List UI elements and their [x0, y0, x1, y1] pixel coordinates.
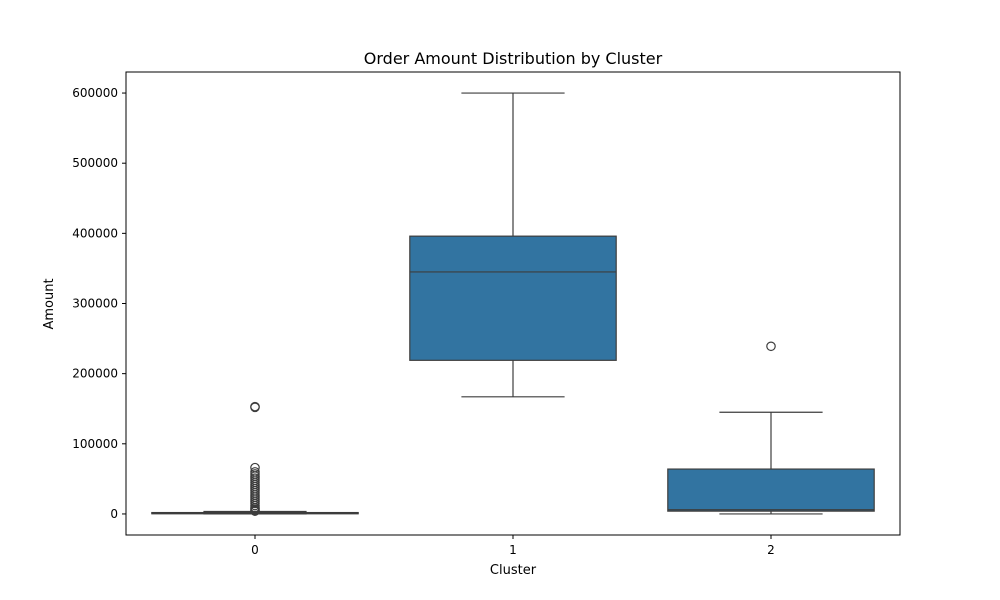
plot-frame [125, 71, 901, 536]
plot-content: 0 100000 200000 300000 400000 500000 600000 0 1 2 [72, 86, 875, 557]
y-tick-label: 100000 [72, 437, 118, 451]
x-tick-label: 1 [509, 543, 517, 557]
outlier-point [766, 341, 776, 352]
y-axis-label: Amount [42, 278, 57, 329]
y-tick-label: 400000 [72, 226, 118, 240]
box-iqr [409, 235, 617, 361]
x-tick-label: 2 [767, 543, 775, 557]
y-tick-label: 300000 [72, 297, 118, 311]
y-tick-label: 600000 [72, 86, 118, 100]
x-tick-label: 0 [251, 543, 259, 557]
chart-title: Order Amount Distribution by Cluster [364, 49, 663, 68]
outlier-point [250, 401, 260, 412]
outlier-point [250, 506, 260, 516]
y-tick-label: 0 [110, 507, 118, 521]
y-tick-label: 500000 [72, 156, 118, 170]
box-iqr [667, 468, 875, 512]
x-axis-label: Cluster [490, 563, 537, 578]
y-tick-label: 200000 [72, 367, 118, 381]
